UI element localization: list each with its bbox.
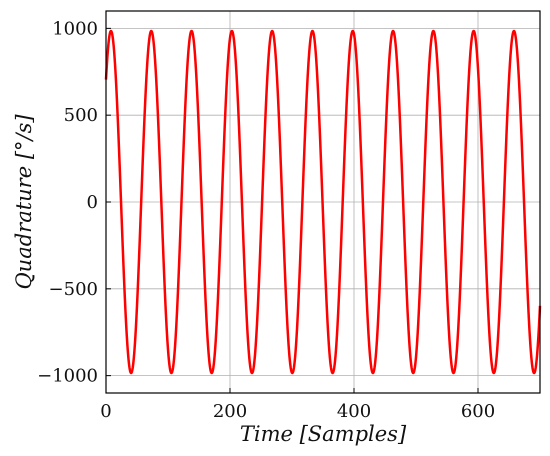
y-tick-label: −500 — [49, 279, 98, 300]
y-axis-label: Quadrature [°/s] — [12, 114, 36, 290]
y-tick-label: 500 — [64, 105, 98, 126]
x-tick-label: 400 — [337, 401, 371, 422]
x-tick-label: 0 — [100, 401, 111, 422]
y-tick-label: 0 — [87, 192, 98, 213]
x-tick-label: 600 — [461, 401, 495, 422]
x-axis-label: Time [Samples] — [240, 422, 407, 446]
y-tick-label: −1000 — [37, 366, 98, 387]
series-group — [104, 29, 542, 375]
x-tick-label: 200 — [213, 401, 247, 422]
y-tick-label: 1000 — [52, 18, 98, 39]
series-line — [104, 29, 542, 375]
ticks: 0 200 400 600 −1000 −500 0 500 1000 — [37, 18, 495, 422]
